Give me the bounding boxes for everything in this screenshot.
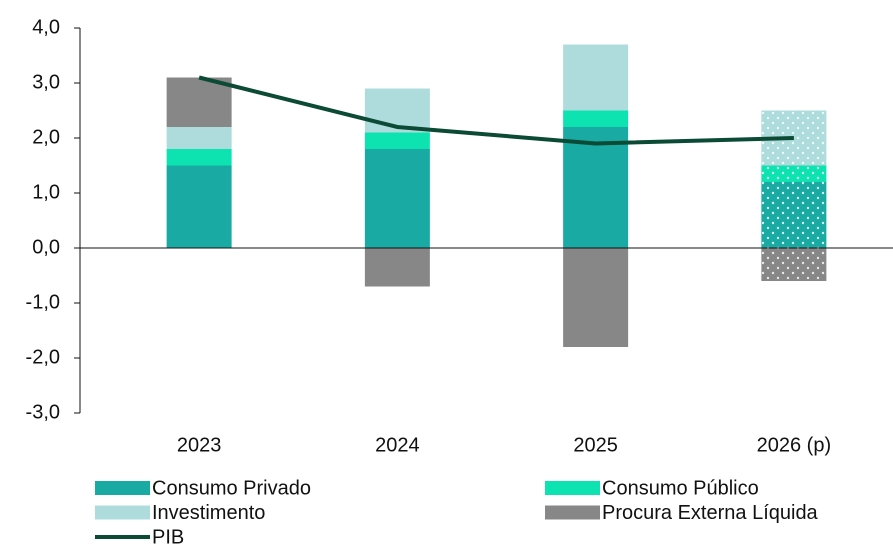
y-tick-label: 0,0 — [32, 236, 60, 258]
legend-label: Consumo Público — [602, 477, 759, 499]
y-tick-label: 4,0 — [32, 16, 60, 38]
bar — [364, 149, 430, 248]
y-tick-label: -2,0 — [26, 346, 60, 368]
y-tick-label: 1,0 — [32, 181, 60, 203]
bar — [563, 248, 629, 347]
bar — [563, 44, 629, 111]
bar — [563, 127, 629, 248]
legend-label: PIB — [152, 526, 184, 545]
x-tick-label: 2024 — [375, 434, 420, 456]
bar-pattern — [761, 182, 827, 248]
y-tick-label: -3,0 — [26, 401, 60, 423]
bar — [166, 165, 232, 248]
legend-label: Investimento — [152, 502, 265, 524]
x-tick-label: 2026 (p) — [757, 434, 832, 456]
bar — [166, 77, 232, 127]
legend-swatch — [545, 505, 600, 520]
bar-pattern — [761, 165, 827, 182]
legend-label: Consumo Privado — [152, 477, 311, 499]
bar — [364, 248, 430, 287]
legend-swatch — [545, 481, 600, 495]
legend-swatch — [95, 481, 150, 495]
bar — [364, 132, 430, 149]
legend-label: Procura Externa Líquida — [602, 502, 819, 524]
x-tick-label: 2023 — [177, 434, 222, 456]
line — [198, 75, 794, 146]
x-tick-label: 2025 — [573, 434, 618, 456]
y-tick-label: -1,0 — [26, 291, 60, 313]
bar — [563, 110, 629, 127]
bar — [166, 149, 232, 166]
y-tick-label: 2,0 — [32, 126, 60, 148]
bar-pattern — [761, 248, 827, 281]
bar — [166, 127, 232, 149]
legend-swatch — [95, 505, 150, 520]
y-tick-label: 3,0 — [32, 71, 60, 93]
